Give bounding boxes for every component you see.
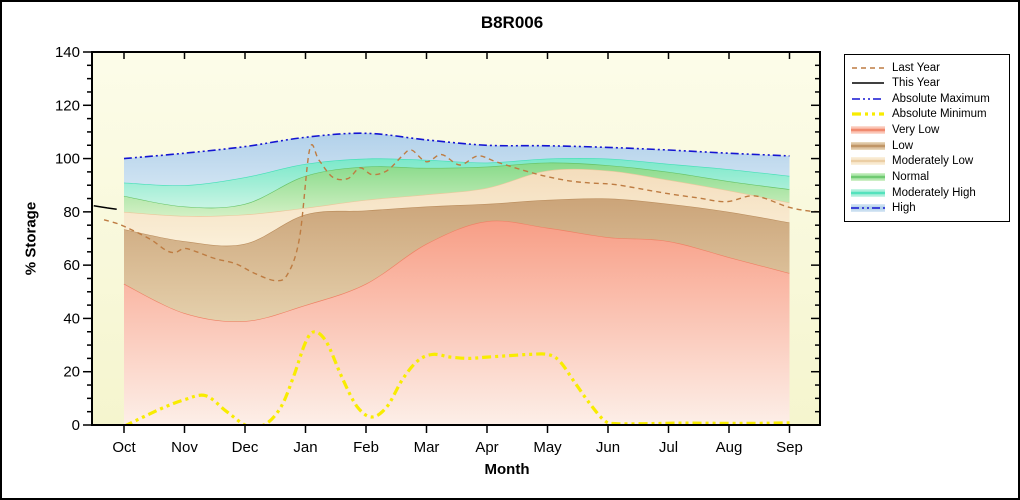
x-tick-label: Nov (171, 439, 198, 456)
band-moderately-high (124, 157, 790, 208)
legend-item-normal: Normal (851, 170, 1003, 185)
line-absolute-minimum (123, 330, 790, 425)
x-tick-labels: Oct Nov Dec Jan Feb Mar Apr May Jun Jul Aug Sep (112, 439, 803, 456)
y-tick-label: 120 (55, 97, 80, 114)
legend-label: Last Year (892, 61, 940, 74)
band-high (124, 133, 790, 186)
x-tick-label: Feb (353, 439, 379, 456)
x-tick-label: Apr (475, 439, 498, 456)
x-tick-label: Dec (232, 439, 259, 456)
legend-sample-moderately-low-icon (851, 157, 885, 166)
y-tick-label: 40 (63, 310, 80, 327)
legend-label: This Year (892, 77, 940, 90)
band-very-low (124, 220, 790, 425)
legend-label: Moderately Low (892, 155, 974, 168)
x-tick-label: Mar (414, 439, 440, 456)
data-lines (93, 132, 820, 425)
legend-label: Moderately High (892, 186, 976, 199)
legend-item-absolute-minimum: Absolute Minimum (851, 107, 1003, 122)
band-normal (124, 162, 790, 217)
condition-bands (123, 133, 790, 425)
legend-item-last-year: Last Year (851, 60, 1003, 75)
legend-item-low: Low (851, 138, 1003, 153)
line-this-year (93, 204, 117, 210)
legend-label: High (892, 202, 916, 215)
x-tick-label: May (533, 439, 562, 456)
x-tick-label: Sep (776, 439, 803, 456)
legend-item-very-low: Very Low (851, 123, 1003, 138)
legend-label: Absolute Minimum (892, 108, 987, 121)
legend-label: Very Low (892, 124, 940, 137)
legend-item-absolute-maximum: Absolute Maximum (851, 91, 1003, 106)
y-tick-label: 60 (63, 257, 80, 274)
legend-sample-this-year-icon (852, 82, 884, 84)
legend-item-high: High (851, 201, 1003, 216)
x-tick-label: Aug (716, 439, 743, 456)
legend: Last Year This Year Absolute Maximum Absolu… (844, 54, 1010, 222)
y-tick-label: 100 (55, 151, 80, 168)
line-last-year (103, 143, 820, 282)
y-tick-label: 20 (63, 364, 80, 381)
y-tick-label: 140 (55, 44, 80, 61)
legend-label: Absolute Maximum (892, 92, 990, 105)
legend-sample-absolute-maximum-icon (852, 98, 884, 100)
legend-sample-absolute-minimum-icon (852, 112, 884, 117)
x-tick-label: Jun (596, 439, 620, 456)
y-tick-label: 80 (63, 204, 80, 221)
legend-sample-high-icon (851, 204, 885, 213)
legend-sample-last-year-icon (852, 66, 884, 69)
legend-item-moderately-low: Moderately Low (851, 154, 1003, 169)
legend-item-this-year: This Year (851, 76, 1003, 91)
line-absolute-maximum (123, 132, 790, 160)
legend-sample-normal-icon (851, 173, 885, 182)
legend-sample-moderately-high-icon (851, 188, 885, 197)
x-tick-label: Jul (659, 439, 678, 456)
legend-sample-very-low-icon (851, 126, 885, 135)
band-low (124, 198, 790, 322)
chart-title: B8R006 (480, 13, 544, 32)
x-tick-label: Oct (112, 439, 136, 456)
x-axis-label: Month (484, 461, 530, 478)
y-tick-labels: 0 20 40 60 80 100 120 140 (55, 44, 80, 434)
legend-label: Normal (892, 171, 930, 184)
x-tick-label: Jan (293, 439, 317, 456)
band-moderately-low (124, 168, 790, 246)
legend-item-moderately-high: Moderately High (851, 185, 1003, 200)
legend-label: Low (892, 139, 914, 152)
y-tick-label: 0 (72, 417, 80, 434)
axis-ticks (83, 51, 820, 433)
legend-sample-low-icon (851, 141, 885, 150)
